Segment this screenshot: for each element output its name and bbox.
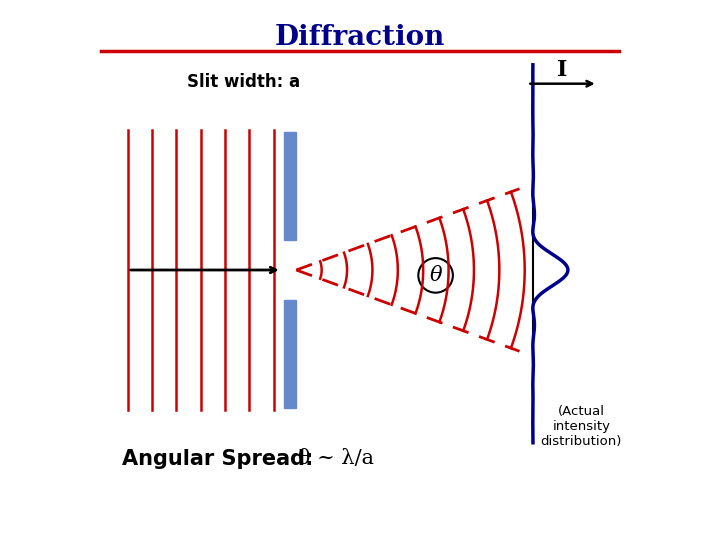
Text: Slit width: a: Slit width: a: [187, 73, 300, 91]
Text: I: I: [557, 59, 567, 81]
Bar: [284, 132, 297, 240]
Text: Angular Spread:: Angular Spread:: [122, 449, 314, 469]
Text: θ ~ λ/a: θ ~ λ/a: [298, 449, 374, 469]
Text: Diffraction: Diffraction: [275, 24, 445, 51]
Text: θ: θ: [429, 266, 442, 285]
Bar: [284, 300, 297, 408]
Text: (Actual
intensity
distribution): (Actual intensity distribution): [541, 405, 622, 448]
